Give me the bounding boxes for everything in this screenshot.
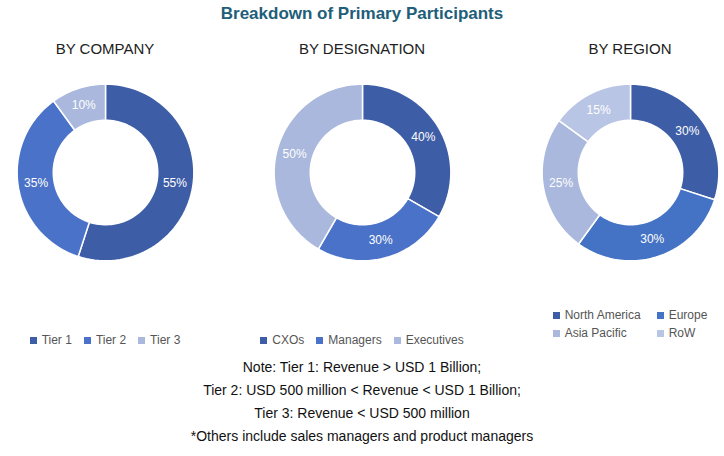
html-text:Executives: Executives xyxy=(405,333,464,347)
svg-text:30%: 30% xyxy=(640,232,664,246)
html-text:Tier 1: Tier 1 xyxy=(41,333,72,347)
html-text:BY REGION: BY REGION xyxy=(588,40,672,57)
html-text:BY DESIGNATION: BY DESIGNATION xyxy=(298,40,426,57)
svg-text:35%: 35% xyxy=(24,176,48,190)
html-text:*Others include sales managers: *Others include sales managers and produ… xyxy=(190,428,534,444)
html-text:Asia Pacific: Asia Pacific xyxy=(564,326,627,340)
html-text:Europe: Europe xyxy=(668,308,708,322)
html-text:Note: Tier 1: Revenue > USD 1: Note: Tier 1: Revenue > USD 1 Billion; xyxy=(242,359,482,375)
svg-text:50%: 50% xyxy=(283,147,307,161)
svg-text:30%: 30% xyxy=(675,124,699,138)
html-text:RoW: RoW xyxy=(668,326,696,340)
html-text:CXOs: CXOs xyxy=(272,333,305,347)
svg-text:40%: 40% xyxy=(411,130,435,144)
svg-text:55%: 55% xyxy=(163,176,187,190)
html-text:Breakdown of Primary Participa: Breakdown of Primary Participants xyxy=(220,4,504,23)
html-text:Tier 3: Revenue < USD 500 mill: Tier 3: Revenue < USD 500 million xyxy=(254,405,470,421)
html-text:North America: North America xyxy=(564,308,641,322)
html-text:BY COMPANY: BY COMPANY xyxy=(55,40,155,57)
html-text:Tier 2: Tier 2 xyxy=(95,333,127,347)
html-text:Managers: Managers xyxy=(328,333,382,347)
svg-text:10%: 10% xyxy=(72,98,96,112)
html-text:Tier 3: Tier 3 xyxy=(150,333,181,347)
html-text:Tier 2: USD 500 million < Reve: Tier 2: USD 500 million < Revenue < USD … xyxy=(203,382,521,398)
svg-text:25%: 25% xyxy=(549,176,573,190)
svg-text:30%: 30% xyxy=(369,233,393,247)
svg-text:15%: 15% xyxy=(587,103,611,117)
